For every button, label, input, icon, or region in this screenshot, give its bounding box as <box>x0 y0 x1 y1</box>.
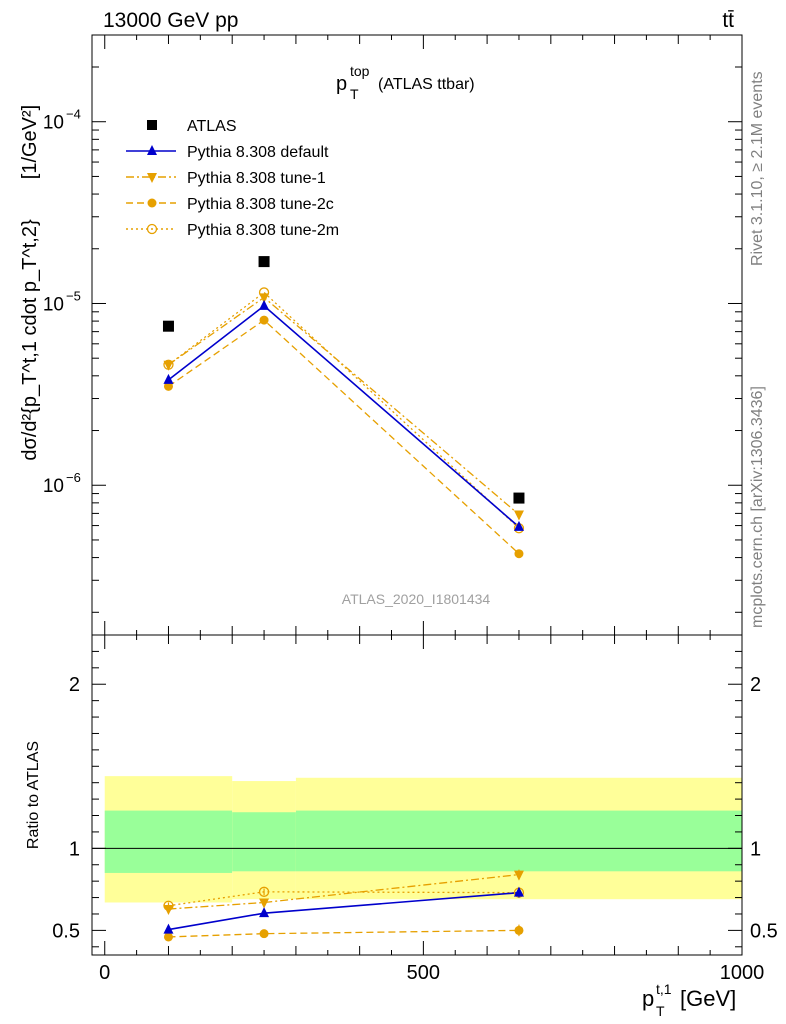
x-axis-label-symbol: p <box>642 986 654 1011</box>
legend-entry-atlas: ATLAS <box>147 118 237 135</box>
ratio-y-label: Ratio to ATLAS <box>25 741 42 849</box>
main-point-default <box>513 520 524 531</box>
main-y-label-unit: [1/GeV²] <box>19 105 41 179</box>
legend-entry-tune2m: Pythia 8.308 tune-2m <box>126 222 339 239</box>
ratio-x-tick-labels: 0 500 1000 <box>99 962 764 984</box>
x-tick-label: 500 <box>407 962 440 984</box>
ratio-point-tune2c <box>514 925 524 935</box>
main-y-tick-label: 10 <box>43 294 64 315</box>
legend-label-default: Pythia 8.308 default <box>187 144 329 161</box>
ratio-band-inner <box>232 812 296 872</box>
ratio-point-tune2c <box>259 929 269 939</box>
main-series-line-default <box>167 304 520 528</box>
ratio-point-tune2m <box>163 900 174 911</box>
legend-marker-default <box>147 145 157 155</box>
ratio-point-tune1 <box>513 870 524 881</box>
main-series-line-tune2c <box>168 319 520 555</box>
ratio-y-tick-label-right: 2 <box>750 674 761 696</box>
main-series-markers <box>162 256 525 559</box>
ratio-series-line-tune2c <box>168 929 519 938</box>
main-point-tune1 <box>163 360 174 371</box>
ratio-y-tick-label: 0.5 <box>52 920 80 942</box>
side-label-top: Rivet 3.1.10, ≥ 2.1M events <box>749 71 766 266</box>
legend-marker-tune2c <box>147 198 157 208</box>
main-panel: 10−610−510−4 p top T (ATLAS ttbar) dσ/d²… <box>19 34 743 636</box>
main-point-atlas <box>162 320 174 332</box>
main-y-tick-label: 10 <box>43 113 64 134</box>
main-y-tick-label-exponent: −4 <box>66 107 81 122</box>
ratio-band-inner <box>104 810 233 873</box>
ratio-point-default <box>259 907 270 918</box>
x-tick-label: 0 <box>99 962 110 984</box>
ratio-point-default <box>163 923 174 934</box>
main-point-default <box>259 299 270 310</box>
legend-label-atlas: ATLAS <box>187 118 237 135</box>
legend-entry-default: Pythia 8.308 default <box>126 144 329 161</box>
main-point-default <box>163 373 174 384</box>
ratio-y-tick-label-right: 0.5 <box>750 920 778 942</box>
main-y-tick-label-exponent: −6 <box>66 470 81 485</box>
main-title-suffix: (ATLAS ttbar) <box>378 76 475 93</box>
x-axis-label-superscript: t,1 <box>656 981 672 997</box>
legend-marker-tune1 <box>147 173 157 183</box>
main-title: p <box>336 73 347 95</box>
ratio-point-tune2m <box>258 886 270 897</box>
legend-label-tune1: Pythia 8.308 tune-1 <box>187 170 326 187</box>
main-axis-ticks <box>92 35 743 635</box>
main-y-tick-label: 10 <box>43 476 64 497</box>
legend-entry-tune2c: Pythia 8.308 tune-2c <box>126 196 334 213</box>
ratio-point-tune2c <box>163 932 173 942</box>
process-label: tt̄ <box>722 9 734 32</box>
main-title-subscript: T <box>350 86 359 102</box>
x-tick-label: 1000 <box>720 962 765 984</box>
energy-label: 13000 GeV pp <box>103 9 238 32</box>
main-y-label: dσ/d²{p_T^t,1 cdot p_T^t,2} <box>19 219 41 461</box>
x-axis-label-subscript: T <box>656 1003 665 1019</box>
main-point-tune2c <box>259 315 269 325</box>
main-y-tick-labels: 10−610−510−4 <box>43 107 81 498</box>
analysis-id: ATLAS_2020_I1801434 <box>342 591 491 607</box>
ratio-y-tick-label: 1 <box>69 838 80 860</box>
main-point-atlas <box>513 492 525 504</box>
main-series-line-tune2m <box>168 291 520 529</box>
main-point-tune2c <box>514 549 524 559</box>
ratio-axis-ticks <box>92 635 743 955</box>
main-point-tune1 <box>513 510 524 521</box>
ratio-y-tick-label-right: 1 <box>750 838 761 860</box>
main-point-tune2m <box>163 359 174 370</box>
ratio-band-inner <box>295 810 742 872</box>
main-y-tick-label-exponent: −5 <box>66 288 81 303</box>
main-point-atlas <box>258 256 270 268</box>
main-point-tune2c <box>163 381 173 391</box>
legend-marker-atlas <box>147 120 157 130</box>
legend-label-tune2m: Pythia 8.308 tune-2m <box>187 222 339 239</box>
ratio-point-default <box>513 886 524 897</box>
side-label-bottom: mcplots.cern.ch [arXiv:1306.3436] <box>749 386 766 628</box>
main-series-lines <box>167 291 520 555</box>
ratio-y-tick-label: 2 <box>69 674 80 696</box>
main-point-tune2m <box>258 287 270 298</box>
legend-marker-tune2m <box>146 223 158 235</box>
legend-label-tune2c: Pythia 8.308 tune-2c <box>187 196 334 213</box>
legend-entry-tune1: Pythia 8.308 tune-1 <box>126 170 326 187</box>
legend: ATLAS Pythia 8.308 default Pythia 8.308 tu… <box>126 118 339 239</box>
ratio-series-markers <box>163 869 525 942</box>
ratio-y-tick-labels: 0.5 0.5 1 1 2 2 <box>52 674 778 942</box>
ratio-uncertainty-bands <box>104 776 742 903</box>
ratio-plot-frame <box>91 634 743 956</box>
ratio-panel: 0.5 0.5 1 1 2 2 0 500 1000 Ratio to ATLAS p t,1… <box>25 634 778 1019</box>
main-title-symbol: p <box>336 73 347 95</box>
ratio-point-tune1 <box>259 898 270 909</box>
x-axis-label-unit: [GeV] <box>680 986 736 1011</box>
main-title-superscript: top <box>350 63 370 79</box>
